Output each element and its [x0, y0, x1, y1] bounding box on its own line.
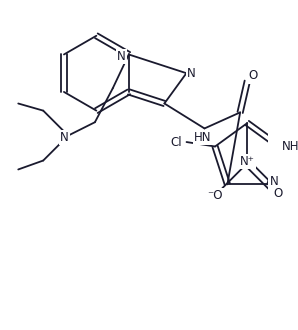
Text: N: N: [270, 175, 279, 188]
Text: N⁺: N⁺: [240, 155, 255, 168]
Text: O: O: [273, 187, 282, 200]
Text: N: N: [187, 67, 196, 80]
Text: O: O: [248, 69, 257, 82]
Text: Cl: Cl: [170, 136, 182, 148]
Text: HN: HN: [194, 131, 212, 144]
Text: N: N: [117, 50, 126, 63]
Text: N: N: [60, 131, 69, 144]
Text: NH: NH: [281, 140, 298, 153]
Text: ⁻O: ⁻O: [207, 189, 223, 202]
